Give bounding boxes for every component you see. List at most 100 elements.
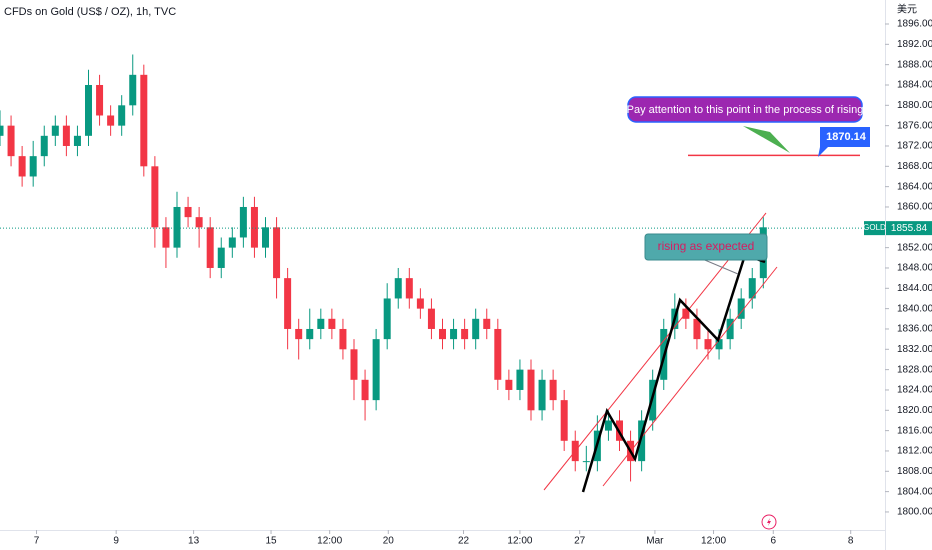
y-tick-label: 1824.00: [897, 385, 932, 396]
arrow: [743, 126, 790, 153]
candle-body: [29, 156, 37, 177]
candle-body: [350, 349, 358, 380]
y-tick-label: 1800.00: [897, 507, 932, 518]
y-tick-label: 1876.00: [897, 120, 932, 131]
last-price-label: 1855.84: [891, 223, 928, 234]
candle-body: [317, 318, 325, 329]
candle-body: [162, 227, 170, 248]
y-tick-label: 1848.00: [897, 263, 932, 274]
y-tick-label: 1888.00: [897, 59, 932, 70]
candle-body: [339, 328, 347, 350]
target-badge: [818, 127, 870, 157]
candle-body: [516, 369, 524, 390]
candle-body: [51, 125, 59, 136]
x-tick-label: 22: [458, 536, 470, 547]
candle-body: [748, 278, 756, 299]
candle-body: [262, 227, 269, 248]
y-tick-label: 1896.00: [897, 19, 932, 30]
candle-body: [96, 84, 104, 116]
candle-body: [737, 298, 745, 319]
target-label: 1870.14: [826, 131, 867, 143]
candle-body: [273, 227, 281, 279]
y-tick-label: 1804.00: [897, 486, 932, 497]
candle-body: [472, 318, 480, 340]
candle-body: [250, 206, 258, 248]
candle-body: [704, 339, 712, 350]
candle-body: [295, 328, 303, 340]
x-tick-label: 20: [383, 536, 395, 547]
x-tick-label: 13: [188, 536, 200, 547]
candle-body: [184, 206, 192, 218]
drawings: [543, 126, 790, 493]
y-tick-label: 1820.00: [897, 405, 932, 416]
y-tick-label: 1828.00: [897, 364, 932, 375]
candle-body: [582, 461, 590, 463]
candle-body: [461, 328, 469, 340]
y-tick-label: 1832.00: [897, 344, 932, 355]
y-tick-label: 1864.00: [897, 181, 932, 192]
candle-body: [439, 328, 446, 340]
x-tick-label: Mar: [646, 536, 664, 547]
candle-body: [416, 298, 424, 309]
candle-body: [7, 125, 15, 157]
x-tick-label: 7: [34, 536, 40, 547]
candle-body: [118, 105, 126, 126]
callout-box: [627, 96, 863, 123]
candle-body: [383, 298, 391, 340]
callout-pointer: [699, 257, 739, 275]
candle-body: [560, 400, 568, 441]
candle-body: [306, 328, 314, 340]
candle-body: [505, 379, 513, 390]
y-tick-label: 1840.00: [897, 303, 932, 314]
candle-body: [18, 156, 26, 177]
x-tick-label: 15: [265, 536, 277, 547]
candle-body: [195, 217, 203, 228]
candle-body: [394, 278, 402, 299]
y-tick-label: 1844.00: [897, 283, 932, 294]
candle-body: [405, 278, 413, 299]
candle-body: [538, 379, 546, 411]
candle-body: [73, 135, 81, 146]
callout-text: rising as expected: [658, 239, 755, 253]
candle-body: [62, 125, 70, 146]
callout-text: Pay attention to this point in the proce…: [627, 104, 864, 116]
y-tick-label: 1872.00: [897, 141, 932, 152]
candle-body: [328, 318, 336, 329]
y-tick-label: 1880.00: [897, 100, 932, 111]
y-tick-label: 1816.00: [897, 425, 932, 436]
candle-body: [372, 339, 380, 401]
candle-body: [151, 166, 159, 228]
candle-body: [693, 318, 701, 340]
candle-body: [0, 125, 4, 136]
symbol-label: GOLD: [863, 223, 886, 232]
chart-title: CFDs on Gold (US$ / OZ), 1h, TVC: [4, 6, 176, 18]
x-tick-label: 8: [848, 536, 854, 547]
candle-body: [450, 328, 458, 340]
x-tick-label: 9: [113, 536, 119, 547]
y-tick-label: 1892.00: [897, 39, 932, 50]
candle-body: [85, 84, 92, 136]
candle-body: [726, 318, 734, 340]
channel-lower: [602, 266, 778, 487]
y-tick-label: 1852.00: [897, 242, 932, 253]
last-price-badge: [886, 221, 932, 236]
candle-body: [129, 74, 137, 106]
candle-body: [638, 420, 646, 462]
candle-body: [173, 206, 181, 248]
candle-body: [206, 227, 214, 268]
candle-body: [284, 278, 292, 329]
candle-body: [549, 379, 557, 401]
x-tick-label: 27: [574, 536, 586, 547]
candle-body: [361, 379, 369, 401]
x-tick-label: 12:00: [317, 536, 342, 547]
callout-box: [644, 233, 768, 261]
candle-body: [483, 318, 491, 329]
candle-body: [427, 308, 435, 329]
symbol-badge: [864, 221, 885, 236]
y-tick-label: 1884.00: [897, 80, 932, 91]
candle-body: [217, 247, 225, 268]
y-tick-label: 1860.00: [897, 202, 932, 213]
candle-body: [715, 339, 723, 350]
